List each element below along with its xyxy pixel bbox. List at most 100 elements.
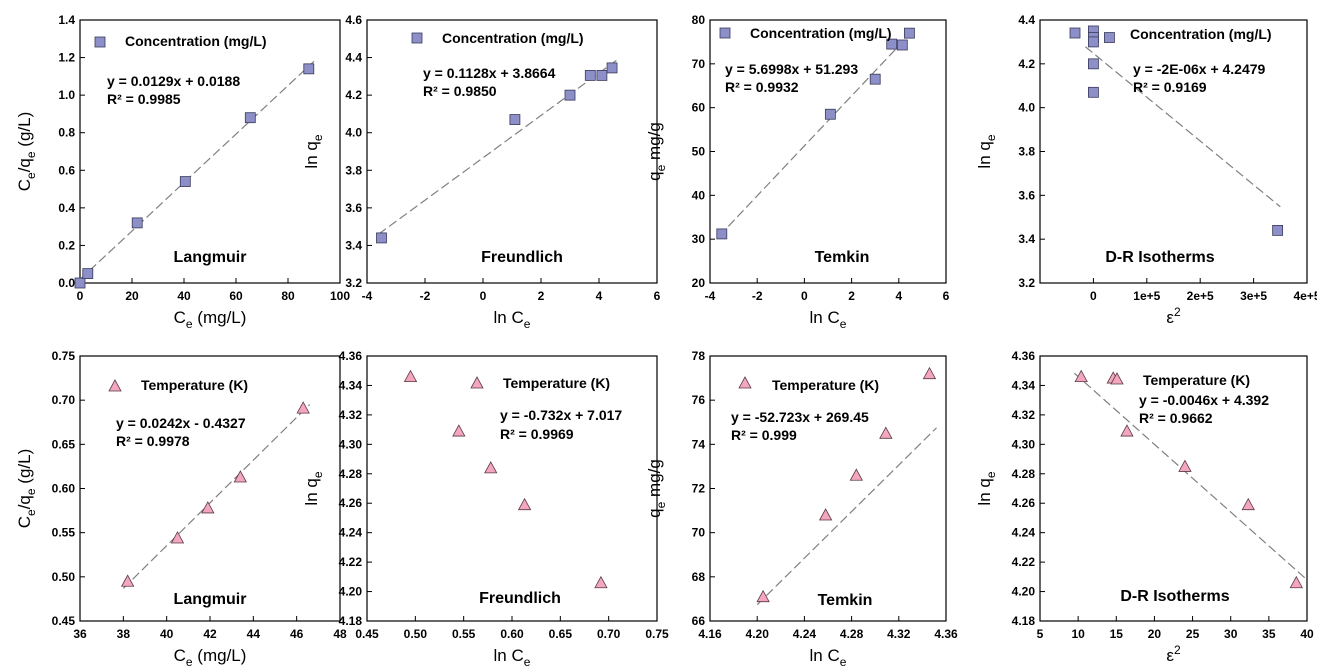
plot-frame bbox=[1039, 355, 1308, 622]
y-tick-label: 70 bbox=[692, 57, 706, 71]
y-tick-label: 30 bbox=[692, 232, 706, 246]
y-tick-label: 4.20 bbox=[339, 585, 363, 599]
x-tick-label: -2 bbox=[420, 289, 431, 303]
x-tick-label: 2 bbox=[848, 289, 855, 303]
y-tick-label: 3.4 bbox=[345, 238, 362, 252]
y-tick-label: 0.4 bbox=[58, 201, 75, 215]
legend-label: Concentration (mg/L) bbox=[750, 25, 892, 41]
fit-line bbox=[378, 59, 617, 235]
y-tick-label: 4.26 bbox=[1012, 496, 1036, 510]
y-tick-label: 3.6 bbox=[1018, 188, 1035, 202]
data-point bbox=[584, 70, 596, 81]
y-tick-label: 70 bbox=[692, 526, 706, 540]
y-tick-label: 20 bbox=[692, 276, 706, 290]
y-tick-label: 50 bbox=[692, 145, 706, 159]
y-tick-label: 4.0 bbox=[345, 126, 362, 140]
y-axis-label: qe mg/g bbox=[645, 459, 668, 518]
x-tick-label: 0.70 bbox=[597, 627, 621, 641]
x-tick-label: 4e+5 bbox=[1293, 289, 1317, 303]
y-tick-label: 4.20 bbox=[1012, 585, 1036, 599]
x-tick-label: 40 bbox=[177, 289, 191, 303]
fit-line bbox=[79, 60, 315, 280]
data-point bbox=[849, 468, 863, 481]
model-name: D-R Isotherms bbox=[1120, 588, 1229, 605]
x-tick-label: 3e+5 bbox=[1240, 289, 1267, 303]
fit-equation: y = -52.723x + 269.45 bbox=[731, 409, 869, 425]
y-axis-label: Ce/qe (g/L) bbox=[15, 449, 38, 529]
model-name: Temkin bbox=[818, 592, 873, 609]
y-tick-label: 4.30 bbox=[339, 437, 363, 451]
plot-frame bbox=[79, 355, 341, 622]
y-tick-label: 74 bbox=[692, 437, 706, 451]
fit-line bbox=[719, 30, 914, 237]
model-name: Langmuir bbox=[174, 591, 247, 608]
y-tick-label: 0.70 bbox=[52, 393, 76, 407]
data-point bbox=[1074, 369, 1088, 383]
data-point bbox=[886, 38, 898, 50]
x-tick-label: 38 bbox=[117, 627, 131, 641]
plot-frame bbox=[1039, 19, 1308, 284]
y-tick-label: 0.0 bbox=[58, 276, 75, 290]
x-tick-label: 2 bbox=[538, 289, 545, 303]
data-point bbox=[594, 575, 608, 589]
r-squared: R² = 0.9662 bbox=[1139, 410, 1213, 426]
y-tick-label: 4.18 bbox=[339, 614, 363, 628]
y-tick-label: 4.0 bbox=[1018, 101, 1035, 115]
y-tick-label: 3.4 bbox=[1018, 232, 1035, 246]
x-tick-label: 40 bbox=[1300, 627, 1314, 641]
x-tick-label: 40 bbox=[160, 627, 174, 641]
data-point bbox=[131, 217, 143, 229]
x-tick-label: 20 bbox=[1148, 627, 1162, 641]
y-tick-label: 0.2 bbox=[58, 238, 75, 252]
y-tick-label: 4.18 bbox=[1012, 614, 1036, 628]
x-tick-label: -4 bbox=[705, 289, 716, 303]
data-point bbox=[179, 176, 191, 187]
x-axis-label: ln Ce bbox=[494, 308, 531, 331]
y-tick-label: 0.60 bbox=[52, 482, 76, 496]
y-axis-label: qe mg/g bbox=[645, 122, 668, 181]
panel-6: 0.45 0.50 0.55 0.60 0.65 0.70 0.75 4.18 4.20 4.22… bbox=[302, 349, 669, 669]
x-axis-label: ε2 bbox=[1166, 643, 1181, 665]
plot-frame bbox=[366, 355, 658, 622]
fit-equation: y = 0.0242x - 0.4327 bbox=[116, 415, 246, 431]
x-tick-label: 36 bbox=[73, 627, 87, 641]
data-point bbox=[879, 426, 893, 439]
y-tick-label: 4.24 bbox=[1012, 526, 1036, 540]
data-point bbox=[303, 63, 315, 75]
plot-frame bbox=[709, 19, 947, 284]
y-tick-label: 0.75 bbox=[52, 349, 76, 363]
x-tick-label: 48 bbox=[333, 627, 347, 641]
legend-label: Temperature (K) bbox=[1143, 372, 1250, 388]
r-squared: R² = 0.9969 bbox=[500, 426, 574, 442]
legend-label: Temperature (K) bbox=[503, 375, 610, 391]
y-tick-label: 4.2 bbox=[1018, 57, 1035, 71]
y-tick-label: 4.36 bbox=[1012, 349, 1036, 363]
model-name: Freundlich bbox=[481, 249, 563, 266]
legend-marker bbox=[94, 36, 106, 48]
y-tick-label: 72 bbox=[692, 482, 706, 496]
y-tick-label: 4.32 bbox=[1012, 408, 1036, 422]
panel-3: -4 -2 0 2 4 6 20 30 40 50 60 70 80 ln Ce qe mg/g Concen… bbox=[645, 13, 950, 331]
y-tick-label: 4.22 bbox=[339, 555, 363, 569]
y-axis-label: ln qe bbox=[975, 471, 998, 505]
data-point bbox=[756, 589, 770, 603]
legend-marker bbox=[1069, 27, 1081, 39]
data-point bbox=[564, 89, 576, 101]
x-tick-label: 0 bbox=[1090, 289, 1097, 303]
x-tick-label: 60 bbox=[229, 289, 243, 303]
y-axis-label: ln qe bbox=[975, 134, 998, 168]
x-axis-label: Ce (mg/L) bbox=[174, 308, 247, 331]
model-name: Temkin bbox=[815, 249, 870, 266]
r-squared: R² = 0.999 bbox=[731, 427, 797, 443]
y-tick-label: 80 bbox=[692, 13, 706, 27]
y-tick-label: 3.2 bbox=[1018, 276, 1035, 290]
y-tick-label: 4.34 bbox=[339, 378, 363, 392]
x-tick-label: 0 bbox=[480, 289, 487, 303]
data-point bbox=[233, 470, 248, 483]
r-squared: R² = 0.9169 bbox=[1133, 79, 1207, 95]
data-point bbox=[869, 73, 881, 85]
data-point bbox=[74, 277, 86, 289]
y-tick-label: 3.2 bbox=[345, 276, 362, 290]
fit-equation: y = 5.6998x + 51.293 bbox=[725, 61, 858, 77]
